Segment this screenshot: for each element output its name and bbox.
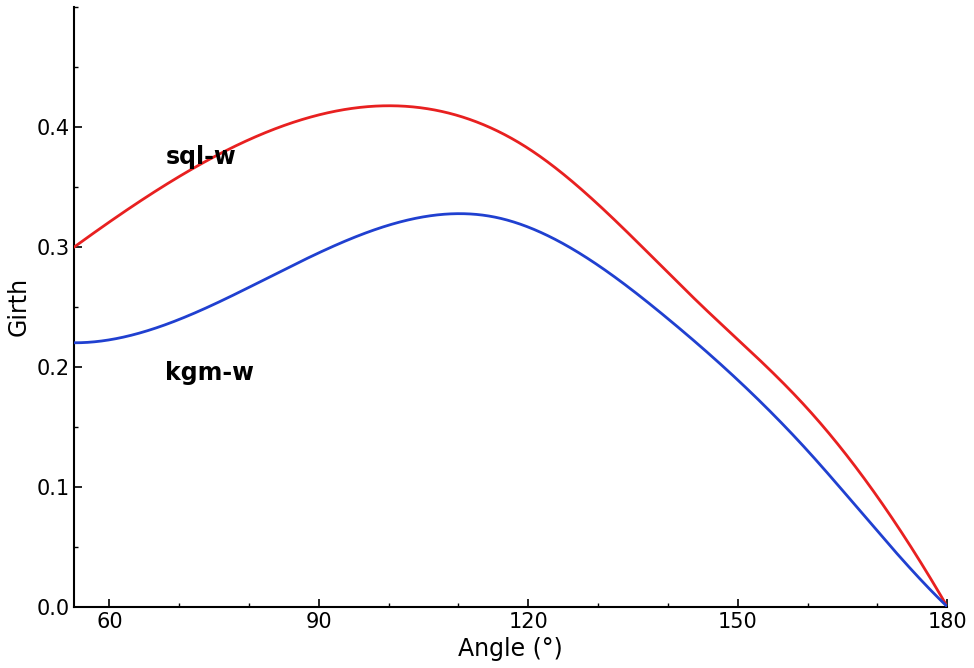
Text: sql-w: sql-w xyxy=(166,145,236,169)
X-axis label: Angle (°): Angle (°) xyxy=(459,637,563,661)
Y-axis label: Girth: Girth xyxy=(7,277,31,337)
Text: kgm-w: kgm-w xyxy=(166,361,254,385)
